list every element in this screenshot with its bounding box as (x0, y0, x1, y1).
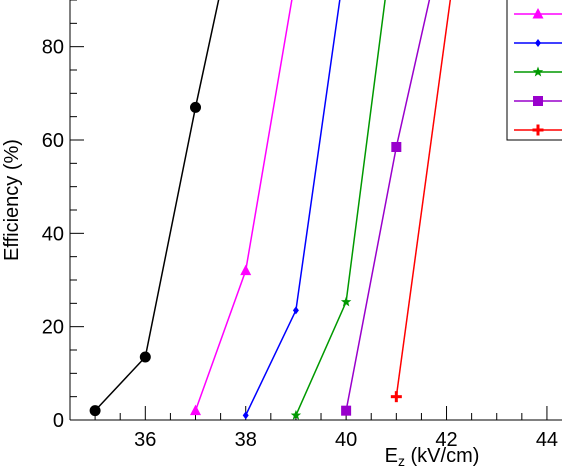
y-tick-label: 80 (42, 37, 64, 59)
series-line (395, 0, 452, 397)
legend-entry (514, 8, 562, 19)
series-line (295, 0, 386, 416)
series-5 (390, 0, 452, 403)
x-axis-title-unit: (kV/cm) (405, 445, 479, 466)
series-3 (290, 0, 386, 420)
x-tick-label: 40 (335, 429, 357, 451)
x-tick-label: 36 (134, 429, 156, 451)
data-point (240, 264, 252, 276)
x-tick-label: 42 (435, 429, 457, 451)
data-point (242, 411, 249, 420)
legend-entry (514, 66, 562, 77)
x-axis-title-sub: z (398, 453, 405, 466)
legend-entry (514, 39, 562, 47)
data-point (340, 296, 352, 307)
data-point (190, 404, 202, 416)
x-tick-label: 38 (235, 429, 257, 451)
data-point (89, 405, 101, 417)
axes: 36 38 40 42 44 0 20 40 60 80 (42, 0, 562, 451)
data-point (190, 101, 202, 113)
data-point (533, 96, 543, 106)
data-point (536, 124, 540, 136)
data-point (139, 351, 151, 363)
legend-entry (514, 124, 562, 136)
legend (506, 0, 562, 141)
y-tick-label: 20 (42, 317, 64, 339)
series-1 (190, 0, 293, 416)
y-tick-label: 0 (53, 410, 64, 432)
series-0 (89, 0, 220, 417)
data-point (535, 39, 541, 47)
x-axis-title: Ez (kV/cm) (385, 445, 480, 466)
legend-frame (506, 0, 562, 141)
y-tick-label: 60 (42, 130, 64, 152)
legend-entry (514, 96, 562, 106)
series-line (194, 0, 293, 411)
y-axis-title: Efficiency (%) (1, 139, 23, 261)
series-line (94, 0, 220, 412)
x-axis-title-main: E (385, 445, 398, 466)
data-point (394, 391, 398, 403)
data-point (532, 66, 544, 77)
data-point (341, 405, 352, 416)
x-tick-label: 44 (536, 429, 558, 451)
data-point (391, 142, 402, 152)
data-point (532, 8, 544, 19)
data-point (290, 409, 302, 420)
series-2 (242, 0, 341, 420)
y-tick-label: 40 (42, 223, 64, 245)
series-layer (89, 0, 452, 420)
series-4 (341, 0, 431, 416)
data-point (292, 306, 299, 315)
series-line (245, 0, 341, 416)
